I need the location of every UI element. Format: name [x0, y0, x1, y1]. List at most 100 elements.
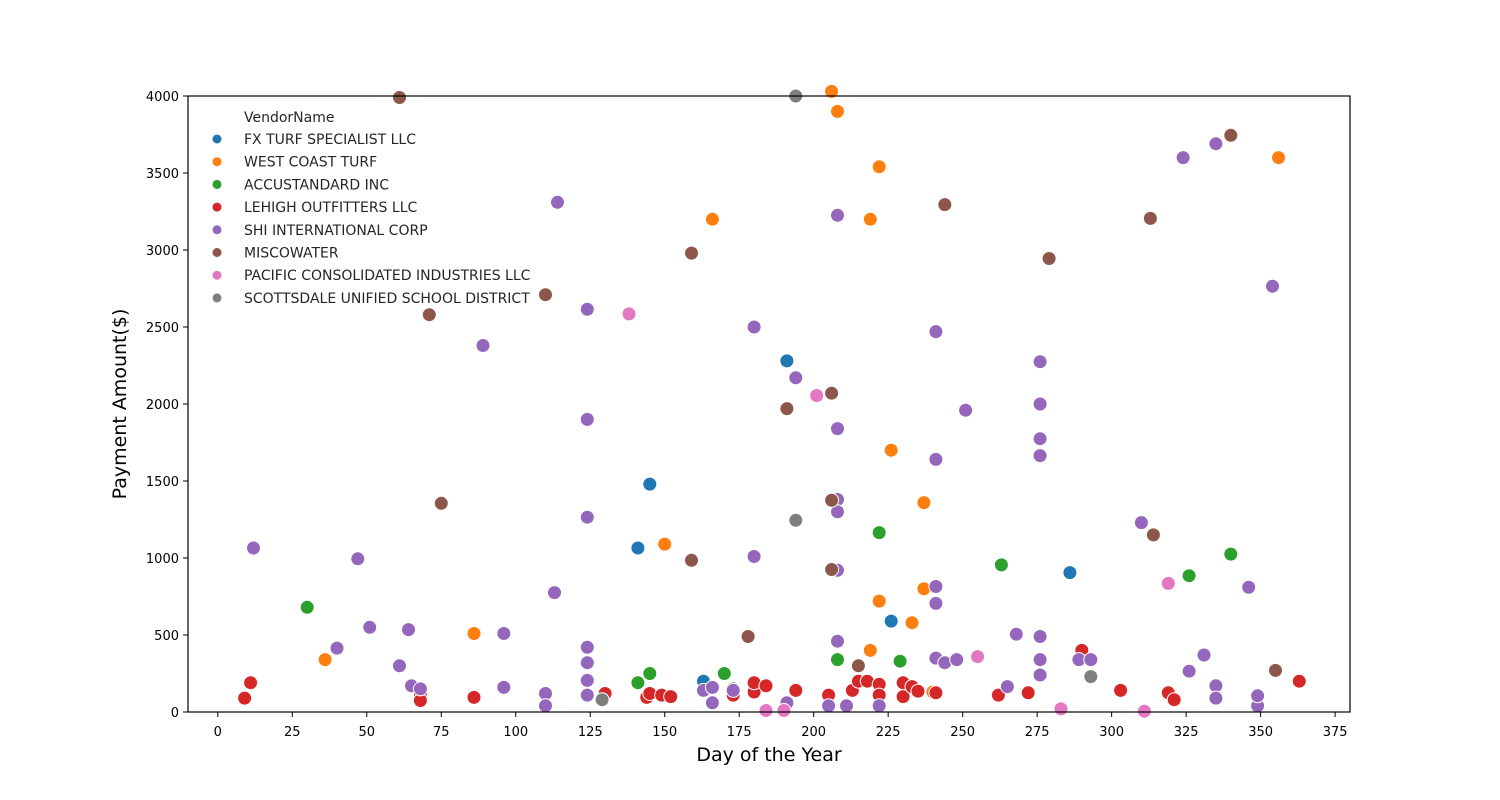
data-point-2-10 [1223, 546, 1239, 562]
data-point-1-8 [871, 159, 887, 175]
data-point-6-1 [758, 703, 774, 718]
data-point-4-40 [928, 451, 944, 467]
data-point-2-2 [642, 666, 658, 681]
data-point-6-7 [1160, 575, 1176, 591]
data-point-3-13 [758, 678, 774, 694]
data-point-4-19 [579, 655, 595, 671]
data-point-4-27 [746, 549, 762, 564]
data-point-4-17 [579, 509, 595, 525]
data-point-4-39 [928, 324, 944, 340]
x-tick-label-75: 75 [433, 725, 450, 740]
data-point-1-5 [830, 103, 845, 119]
data-point-5-7 [779, 401, 795, 417]
data-point-5-5 [684, 552, 699, 568]
data-point-2-9 [1181, 568, 1197, 584]
legend-marker-5 [212, 248, 222, 257]
data-point-4-59 [1175, 150, 1191, 166]
data-point-2-5 [830, 652, 845, 668]
data-point-0-0 [630, 540, 646, 556]
x-axis-label: Day of the Year [696, 744, 842, 766]
data-point-6-0 [621, 306, 637, 322]
x-tick-label-325: 325 [1174, 725, 1199, 740]
legend-entry-7: SCOTTSDALE UNIFIED SCHOOL DISTRICT [244, 291, 530, 307]
data-point-1-4 [824, 83, 840, 99]
data-point-4-64 [1208, 690, 1224, 706]
data-point-4-52 [1032, 448, 1048, 464]
data-point-4-13 [547, 585, 562, 601]
y-axis: 0 500 1000 1500 2000 2500 3000 3500 4000 [146, 90, 188, 721]
data-point-4-23 [704, 679, 720, 695]
legend-title: VendorName [244, 110, 335, 126]
data-point-6-3 [809, 388, 825, 403]
data-point-4-58 [1133, 515, 1149, 531]
data-point-6-5 [1053, 701, 1069, 717]
data-point-5-2 [433, 495, 449, 511]
data-point-4-12 [538, 698, 553, 714]
data-point-4-20 [579, 672, 595, 688]
data-point-0-1 [642, 476, 658, 492]
data-point-5-6 [740, 629, 756, 644]
data-point-1-12 [916, 495, 932, 511]
data-point-0-4 [883, 613, 899, 629]
data-point-1-3 [704, 211, 720, 227]
data-point-4-24 [704, 695, 720, 711]
data-point-4-10 [496, 679, 512, 695]
data-point-4-48 [1008, 626, 1024, 642]
x-tick-label-200: 200 [801, 725, 826, 740]
data-point-1-11 [904, 615, 920, 631]
data-point-2-7 [892, 653, 908, 669]
data-point-4-42 [928, 595, 944, 611]
x-axis: 0 25 50 75 100 125 150 175 200 225 250 275 300 325 350… [214, 712, 1348, 740]
y-tick-label-500: 500 [154, 629, 179, 644]
x-tick-label-125: 125 [578, 725, 603, 740]
data-point-4-54 [1032, 652, 1048, 668]
data-point-5-10 [824, 562, 840, 577]
data-point-4-0 [246, 540, 261, 556]
data-point-4-49 [1032, 354, 1048, 370]
legend-marker-0 [212, 134, 222, 144]
data-point-1-0 [317, 652, 333, 668]
data-point-4-53 [1032, 629, 1048, 644]
legend-entry-3: LEHIGH OUTFITTERS LLC [244, 200, 417, 216]
x-tick-label-225: 225 [876, 725, 901, 740]
data-point-4-3 [362, 619, 378, 635]
data-point-4-51 [1032, 431, 1048, 447]
legend-entry-4: SHI INTERNATIONAL CORP [244, 223, 428, 239]
data-point-4-68 [1265, 278, 1280, 294]
y-tick-label-4000: 4000 [146, 90, 179, 105]
data-point-4-8 [475, 338, 491, 353]
data-point-5-15 [1145, 527, 1161, 543]
data-point-1-2 [657, 536, 673, 552]
data-point-5-13 [1041, 251, 1057, 266]
x-tick-label-150: 150 [652, 725, 677, 740]
data-point-1-7 [862, 642, 878, 658]
data-point-5-8 [824, 385, 840, 401]
data-point-4-30 [821, 698, 837, 714]
data-point-4-26 [746, 319, 762, 335]
data-point-4-21 [579, 687, 595, 703]
data-point-4-41 [928, 579, 944, 594]
x-tick-label-375: 375 [1323, 725, 1348, 740]
legend-marker-2 [212, 179, 222, 189]
data-point-0-5 [1062, 565, 1078, 581]
y-tick-label-2500: 2500 [146, 321, 179, 336]
data-point-4-16 [579, 411, 595, 427]
x-tick-label-25: 25 [284, 725, 301, 740]
data-point-4-60 [1181, 663, 1197, 679]
data-point-4-46 [958, 402, 974, 418]
legend: VendorName FX TURF SPECIALIST LLC WEST CO… [212, 110, 531, 307]
data-point-4-67 [1250, 688, 1266, 704]
data-point-2-8 [993, 557, 1009, 573]
data-point-2-6 [871, 525, 887, 541]
data-point-1-1 [466, 626, 482, 641]
data-point-4-1 [329, 640, 345, 656]
data-point-1-15 [1271, 150, 1286, 166]
legend-marker-3 [212, 202, 222, 212]
data-point-7-3 [1083, 669, 1099, 685]
data-point-6-2 [776, 703, 792, 718]
data-point-4-55 [1032, 667, 1048, 683]
data-point-5-16 [1223, 127, 1239, 143]
data-point-3-14 [788, 682, 804, 698]
data-point-3-4 [466, 689, 482, 705]
data-point-4-50 [1032, 396, 1048, 412]
